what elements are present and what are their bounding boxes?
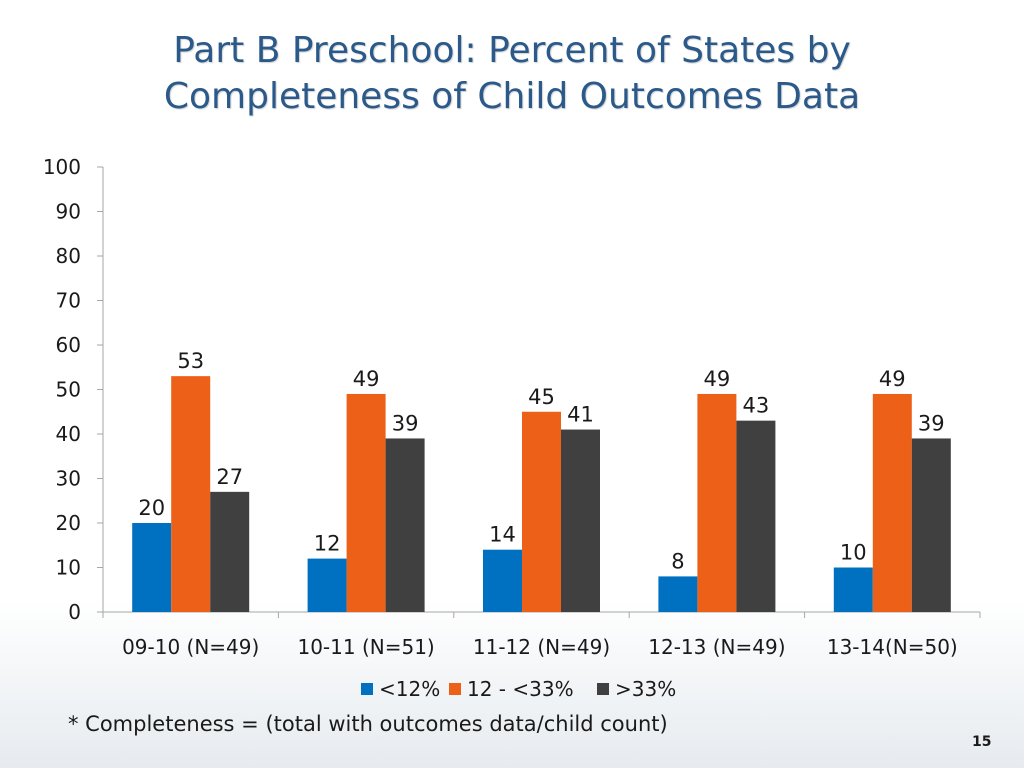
legend-label: <12% bbox=[379, 677, 440, 701]
bar bbox=[385, 438, 425, 612]
bar bbox=[561, 429, 600, 612]
bar bbox=[522, 411, 561, 612]
bar bbox=[736, 420, 776, 612]
x-category-label: 11-12 (N=49) bbox=[473, 635, 610, 659]
y-tick-label: 50 bbox=[56, 378, 81, 402]
bar bbox=[307, 558, 347, 612]
bar bbox=[911, 438, 951, 612]
data-label: 14 bbox=[489, 523, 516, 547]
y-tick-label: 10 bbox=[56, 556, 81, 580]
data-label: 41 bbox=[567, 403, 594, 427]
y-tick-label: 20 bbox=[56, 511, 81, 535]
bar bbox=[210, 491, 250, 612]
data-label: 45 bbox=[528, 385, 555, 409]
y-tick-label: 60 bbox=[56, 333, 81, 357]
data-label: 27 bbox=[216, 465, 243, 489]
data-label: 53 bbox=[177, 349, 204, 373]
y-tick-label: 80 bbox=[56, 244, 81, 268]
data-label: 39 bbox=[918, 411, 945, 435]
bar bbox=[171, 376, 211, 612]
data-label: 20 bbox=[138, 496, 165, 520]
legend-swatch bbox=[361, 683, 373, 695]
x-category-label: 09-10 (N=49) bbox=[122, 635, 259, 659]
y-tick-label: 90 bbox=[56, 200, 81, 224]
y-tick-label: 40 bbox=[56, 422, 81, 446]
data-label: 49 bbox=[353, 367, 380, 391]
y-tick-label: 30 bbox=[56, 467, 81, 491]
x-category-label: 13-14(N=50) bbox=[827, 635, 958, 659]
x-category-label: 12-13 (N=49) bbox=[648, 635, 785, 659]
legend-swatch bbox=[597, 683, 609, 695]
data-label: 8 bbox=[671, 549, 684, 573]
legend-swatch bbox=[449, 683, 461, 695]
bar bbox=[132, 523, 172, 612]
footnote: * Completeness = (total with outcomes da… bbox=[68, 712, 668, 736]
bar bbox=[658, 576, 698, 612]
y-tick-label: 0 bbox=[68, 600, 81, 624]
data-label: 39 bbox=[392, 411, 419, 435]
data-label: 12 bbox=[314, 532, 341, 556]
y-tick-label: 70 bbox=[56, 289, 81, 313]
slide-title: Part B Preschool: Percent of States by C… bbox=[0, 28, 1024, 120]
bar bbox=[483, 549, 522, 612]
legend-label: 12 - <33% bbox=[467, 677, 574, 701]
bar bbox=[872, 393, 912, 612]
title-line-2: Completeness of Child Outcomes Data bbox=[163, 76, 861, 117]
bar bbox=[346, 393, 386, 612]
data-label: 10 bbox=[840, 541, 867, 565]
title-line-1: Part B Preschool: Percent of States by bbox=[173, 30, 851, 71]
y-tick-label: 100 bbox=[43, 155, 81, 179]
data-label: 49 bbox=[704, 367, 731, 391]
legend-label: >33% bbox=[615, 677, 676, 701]
bar bbox=[697, 393, 737, 612]
data-label: 43 bbox=[743, 394, 770, 418]
bar bbox=[833, 567, 873, 612]
data-label: 49 bbox=[879, 367, 906, 391]
x-category-label: 10-11 (N=51) bbox=[297, 635, 434, 659]
page-number: 15 bbox=[972, 734, 992, 750]
